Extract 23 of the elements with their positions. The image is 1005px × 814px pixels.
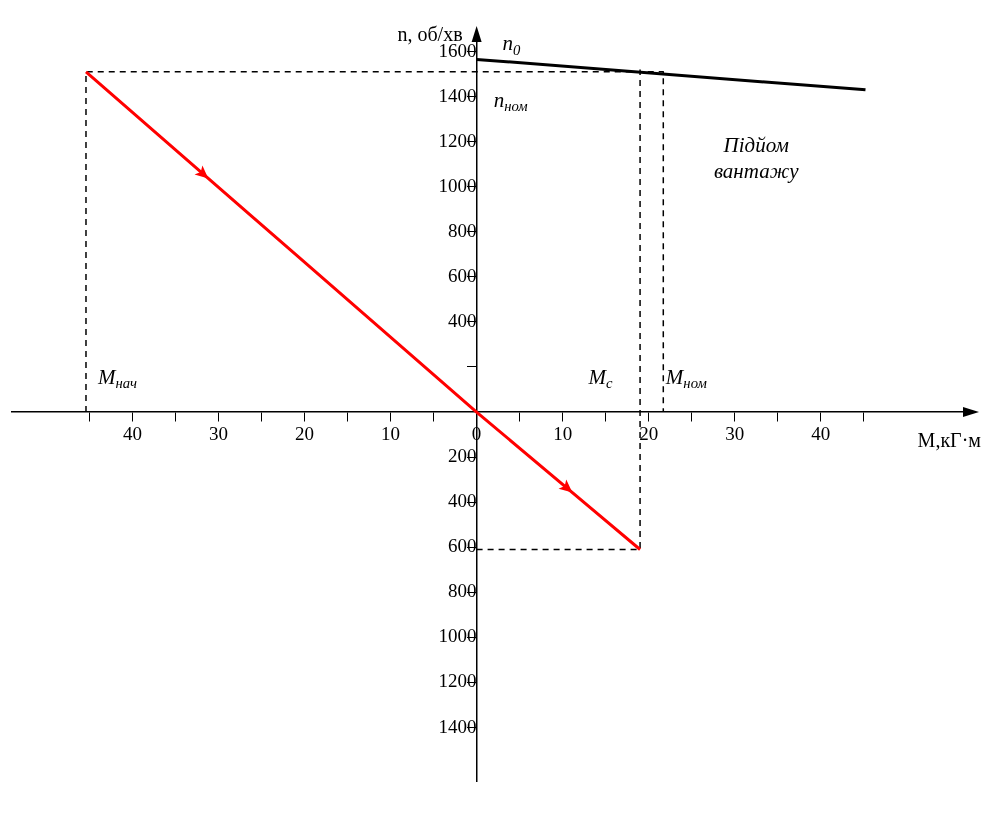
y-tick-label: 600 xyxy=(448,264,477,286)
y-tick-label: 1400 xyxy=(438,715,477,737)
annotation: Підйом вантажу xyxy=(713,133,800,184)
y-tick-label: 1000 xyxy=(438,174,477,196)
y-tick-label: 800 xyxy=(448,219,477,241)
x-tick-label: 10 xyxy=(381,423,401,445)
y-tick-label: 400 xyxy=(448,309,477,331)
x-tick-label: 30 xyxy=(208,423,228,445)
x-tick-label: 10 xyxy=(553,423,573,445)
x-tick-label: 20 xyxy=(639,423,659,445)
x-tick-label: 30 xyxy=(725,423,745,445)
y-tick-label: 1200 xyxy=(438,129,477,151)
y-tick-label: 1200 xyxy=(438,670,477,692)
x-tick-label: 40 xyxy=(122,423,142,445)
y-tick-label: 200 xyxy=(448,445,477,467)
x-tick-label: 40 xyxy=(811,423,831,445)
y-tick-label: 1400 xyxy=(438,84,477,106)
y-tick-label: 600 xyxy=(448,535,477,557)
y-tick-label: 1000 xyxy=(438,625,477,647)
x-axis-title: M,кГ·м xyxy=(917,429,982,452)
y-tick-label: 800 xyxy=(448,580,477,602)
x-tick-label: 20 xyxy=(295,423,315,445)
y-tick-label: 400 xyxy=(448,490,477,512)
